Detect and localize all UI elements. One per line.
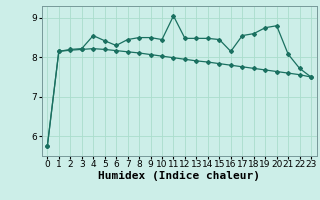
X-axis label: Humidex (Indice chaleur): Humidex (Indice chaleur) <box>98 171 260 181</box>
